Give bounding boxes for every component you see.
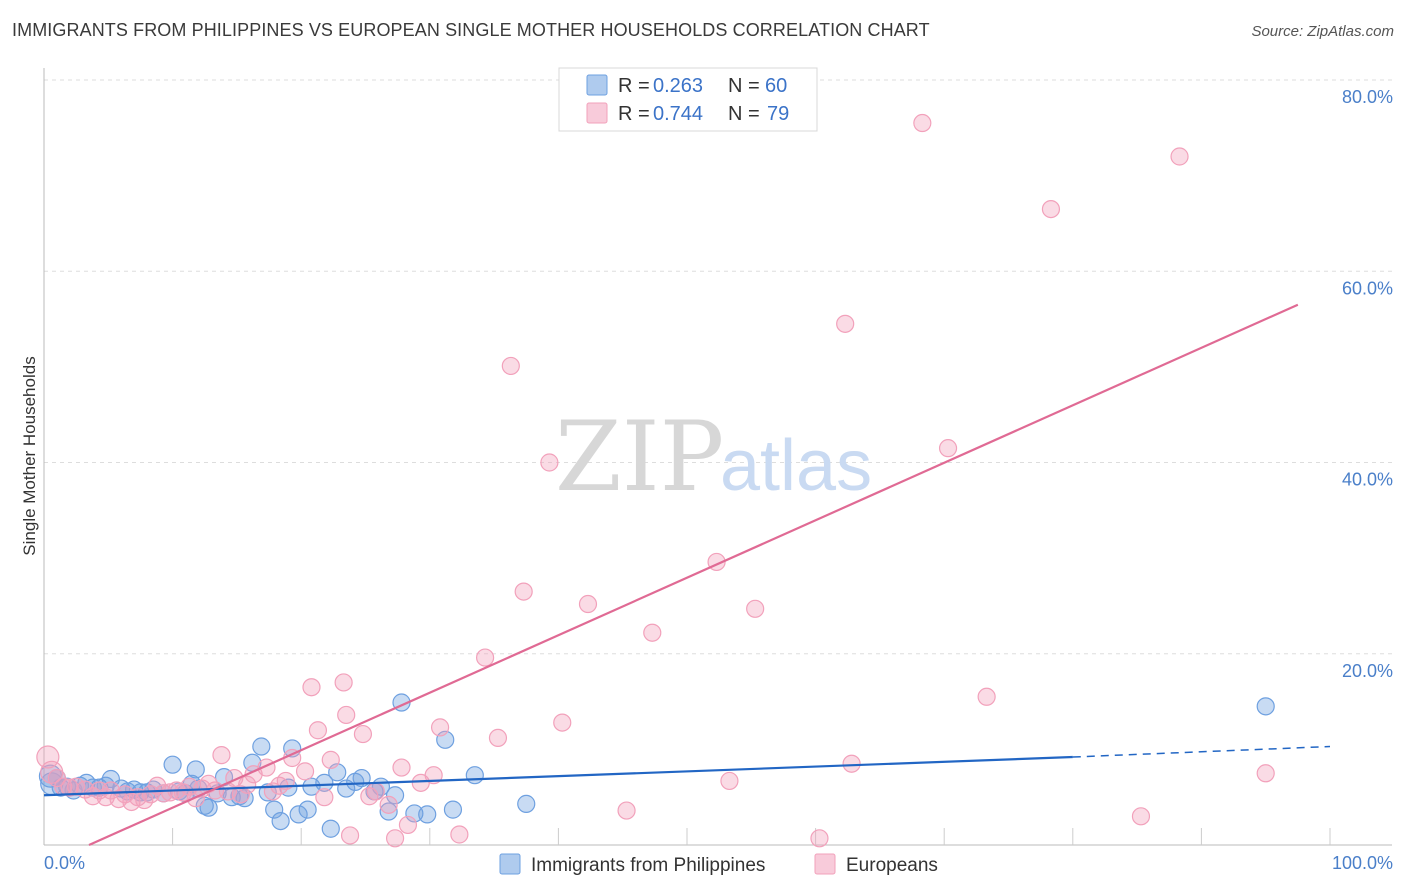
legend-swatch-philippines[interactable] <box>499 853 521 875</box>
point-europeans-70[interactable] <box>836 314 855 333</box>
x-tick-label-100: 100.0% <box>1332 853 1393 873</box>
point-philippines-19[interactable] <box>163 755 182 774</box>
point-europeans-48[interactable] <box>366 782 385 801</box>
point-philippines-58[interactable] <box>517 794 536 813</box>
point-europeans-56[interactable] <box>450 825 469 844</box>
point-europeans-42[interactable] <box>321 750 340 769</box>
point-europeans-67[interactable] <box>720 771 739 791</box>
stats-n-value-philippines: 60 <box>765 75 787 97</box>
point-philippines-51[interactable] <box>385 786 405 805</box>
point-europeans-74[interactable] <box>977 687 996 706</box>
stats-r-value-philippines: 0.263 <box>653 75 703 97</box>
tick-labels: 20.0% 40.0% 60.0% 80.0% 0.0% 100.0% <box>44 87 1393 873</box>
point-philippines-43[interactable] <box>321 819 340 838</box>
point-europeans-73[interactable] <box>938 439 958 458</box>
point-europeans-40[interactable] <box>308 721 328 740</box>
point-philippines-36[interactable] <box>271 811 290 831</box>
point-europeans-59[interactable] <box>501 356 520 376</box>
stats-legend: R = 0.263 N = 60 R = 0.744 N = 79 <box>558 67 818 132</box>
series-legend: Immigrants from Philippines Europeans <box>499 853 938 876</box>
stats-n-label-philippines: N = <box>728 75 760 97</box>
point-philippines-57[interactable] <box>465 766 484 785</box>
point-europeans-4[interactable] <box>60 778 79 797</box>
point-europeans-27[interactable] <box>212 746 231 765</box>
point-europeans-65[interactable] <box>643 623 662 642</box>
chart-source: Source: ZipAtlas.com <box>1251 23 1394 40</box>
y-tick-label-20: 20.0% <box>1342 661 1393 681</box>
point-philippines-26[interactable] <box>199 798 218 817</box>
point-europeans-57[interactable] <box>475 648 495 667</box>
point-europeans-78[interactable] <box>1256 764 1275 783</box>
point-philippines-54[interactable] <box>418 805 437 824</box>
point-europeans-64[interactable] <box>617 801 636 820</box>
point-philippines-42[interactable] <box>315 773 334 792</box>
point-europeans-51[interactable] <box>385 829 405 848</box>
y-tick-label-40: 40.0% <box>1342 470 1393 490</box>
x-tick-label-0: 0.0% <box>44 853 85 873</box>
point-europeans-69[interactable] <box>810 829 829 848</box>
point-europeans-55[interactable] <box>430 718 450 737</box>
point-philippines-53[interactable] <box>405 804 424 823</box>
point-europeans-39[interactable] <box>302 678 321 697</box>
data-points <box>36 113 1275 848</box>
trend-lines <box>43 303 1331 847</box>
point-philippines-56[interactable] <box>443 800 463 819</box>
point-philippines-33[interactable] <box>252 737 271 756</box>
point-europeans-46[interactable] <box>353 724 373 744</box>
y-axis-label: Single Mother Households <box>20 356 39 555</box>
point-europeans-54[interactable] <box>424 766 443 785</box>
watermark: ZIP atlas <box>555 401 872 513</box>
point-europeans-43[interactable] <box>334 673 353 692</box>
point-europeans-71[interactable] <box>842 754 861 773</box>
trend-line-europeans <box>88 303 1299 847</box>
point-europeans-58[interactable] <box>488 728 508 748</box>
stats-r-label-europeans: R = <box>618 103 650 125</box>
point-europeans-63[interactable] <box>578 594 598 614</box>
watermark-zip: ZIP <box>555 401 724 513</box>
point-philippines-50[interactable] <box>379 802 398 821</box>
point-europeans-44[interactable] <box>337 705 356 725</box>
point-europeans-68[interactable] <box>746 599 765 618</box>
point-philippines-59[interactable] <box>1256 697 1275 716</box>
point-europeans-72[interactable] <box>913 113 932 133</box>
point-europeans-75[interactable] <box>1041 199 1061 219</box>
trend-line-extension-philippines <box>1072 745 1331 758</box>
y-tick-label-60: 60.0% <box>1342 278 1393 298</box>
chart-title: IMMIGRANTS FROM PHILIPPINES VS EUROPEAN … <box>12 20 930 40</box>
point-europeans-19[interactable] <box>160 783 180 802</box>
point-europeans-41[interactable] <box>315 788 334 807</box>
stats-legend-swatch-europeans <box>586 102 608 124</box>
point-europeans-62[interactable] <box>553 713 572 732</box>
point-europeans-76[interactable] <box>1131 807 1151 826</box>
stats-n-label-europeans: N = <box>728 103 760 125</box>
y-tick-label-80: 80.0% <box>1342 87 1393 107</box>
stats-r-label-philippines: R = <box>618 75 650 97</box>
point-europeans-45[interactable] <box>340 826 360 845</box>
point-europeans-38[interactable] <box>295 762 315 781</box>
legend-swatch-europeans[interactable] <box>814 853 836 875</box>
grid <box>44 79 1392 655</box>
point-philippines-40[interactable] <box>298 800 317 819</box>
point-philippines-39[interactable] <box>289 805 308 824</box>
point-europeans-50[interactable] <box>392 758 411 777</box>
axes <box>43 68 1392 846</box>
point-philippines-35[interactable] <box>265 800 284 819</box>
legend-label-europeans[interactable]: Europeans <box>846 855 938 876</box>
point-europeans-61[interactable] <box>540 453 559 472</box>
watermark-atlas: atlas <box>720 426 872 506</box>
point-europeans-49[interactable] <box>379 795 398 814</box>
point-europeans-30[interactable] <box>231 785 250 804</box>
point-philippines-24[interactable] <box>186 760 205 779</box>
point-europeans-0[interactable] <box>36 745 60 769</box>
stats-legend-swatch-philippines <box>586 74 608 96</box>
point-europeans-77[interactable] <box>1170 147 1189 166</box>
legend-label-philippines[interactable]: Immigrants from Philippines <box>531 855 765 876</box>
stats-r-value-europeans: 0.744 <box>653 103 703 125</box>
stats-n-value-europeans: 79 <box>767 103 789 125</box>
point-europeans-60[interactable] <box>514 582 533 601</box>
point-europeans-31[interactable] <box>238 775 257 794</box>
point-europeans-52[interactable] <box>398 815 418 835</box>
